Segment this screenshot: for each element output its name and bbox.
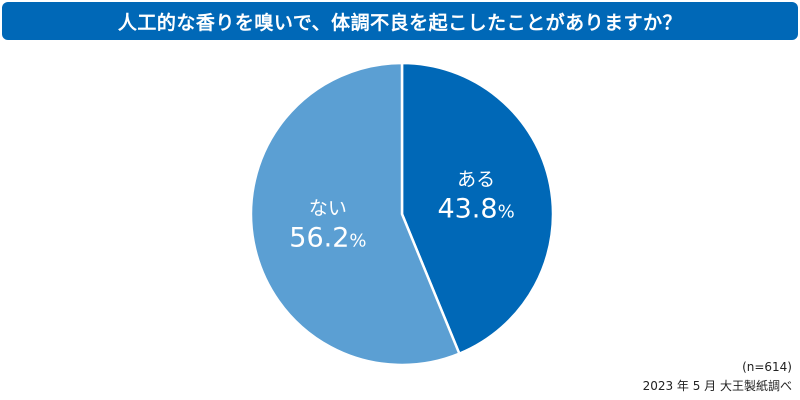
slice-value-unit: %	[498, 201, 515, 222]
slice-value-number: 56.2	[289, 223, 349, 254]
slice-category-label: ある	[457, 168, 495, 190]
slice-value-label: 56.2%	[289, 223, 366, 254]
slice-value-number: 43.8	[437, 193, 497, 224]
slice-category-label: ない	[309, 198, 347, 220]
chart-title: 人工的な香りを嗅いで、体調不良を起こしたことがありますか？	[117, 11, 683, 34]
source-note: 2023 年 5 月 大王製紙調べ	[642, 379, 792, 393]
slice-value-unit: %	[349, 231, 366, 252]
sample-size-note: (n=614)	[742, 360, 792, 374]
pie-slice-yes	[400, 61, 555, 356]
pie-slice-no	[249, 61, 461, 367]
slice-value-label: 43.8%	[437, 193, 514, 224]
pie-slices	[249, 61, 555, 367]
title-bar: 人工的な香りを嗅いで、体調不良を起こしたことがありますか？	[2, 2, 798, 40]
